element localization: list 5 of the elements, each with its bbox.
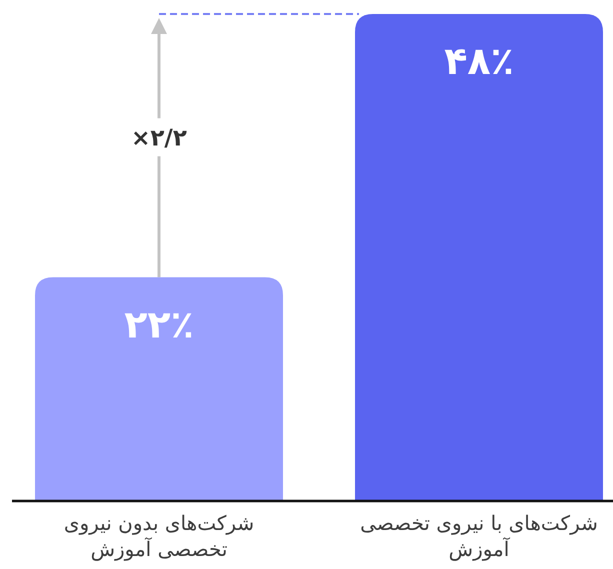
data-label: ۲۲٪	[124, 302, 194, 346]
x-tick-label: شرکت‌های بدون نیروی تخصصی آموزش	[62, 510, 256, 562]
data-label: ۴۸٪	[444, 39, 514, 83]
x-tick-label: شرکت‌های با نیروی تخصصی آموزش	[359, 510, 599, 562]
annotation: ×۲/۲	[131, 125, 187, 152]
